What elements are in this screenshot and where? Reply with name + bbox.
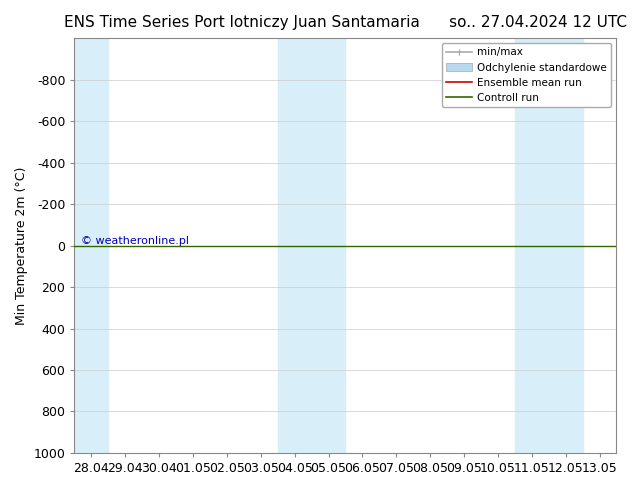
- Title: ENS Time Series Port lotniczy Juan Santamaria      so.. 27.04.2024 12 UTC: ENS Time Series Port lotniczy Juan Santa…: [64, 15, 627, 30]
- Y-axis label: Min Temperature 2m (°C): Min Temperature 2m (°C): [15, 166, 28, 325]
- Legend: min/max, Odchylenie standardowe, Ensemble mean run, Controll run: min/max, Odchylenie standardowe, Ensembl…: [442, 43, 611, 107]
- Bar: [515, 38, 583, 453]
- Text: © weatheronline.pl: © weatheronline.pl: [81, 236, 189, 245]
- Bar: [278, 38, 346, 453]
- Bar: [74, 38, 108, 453]
